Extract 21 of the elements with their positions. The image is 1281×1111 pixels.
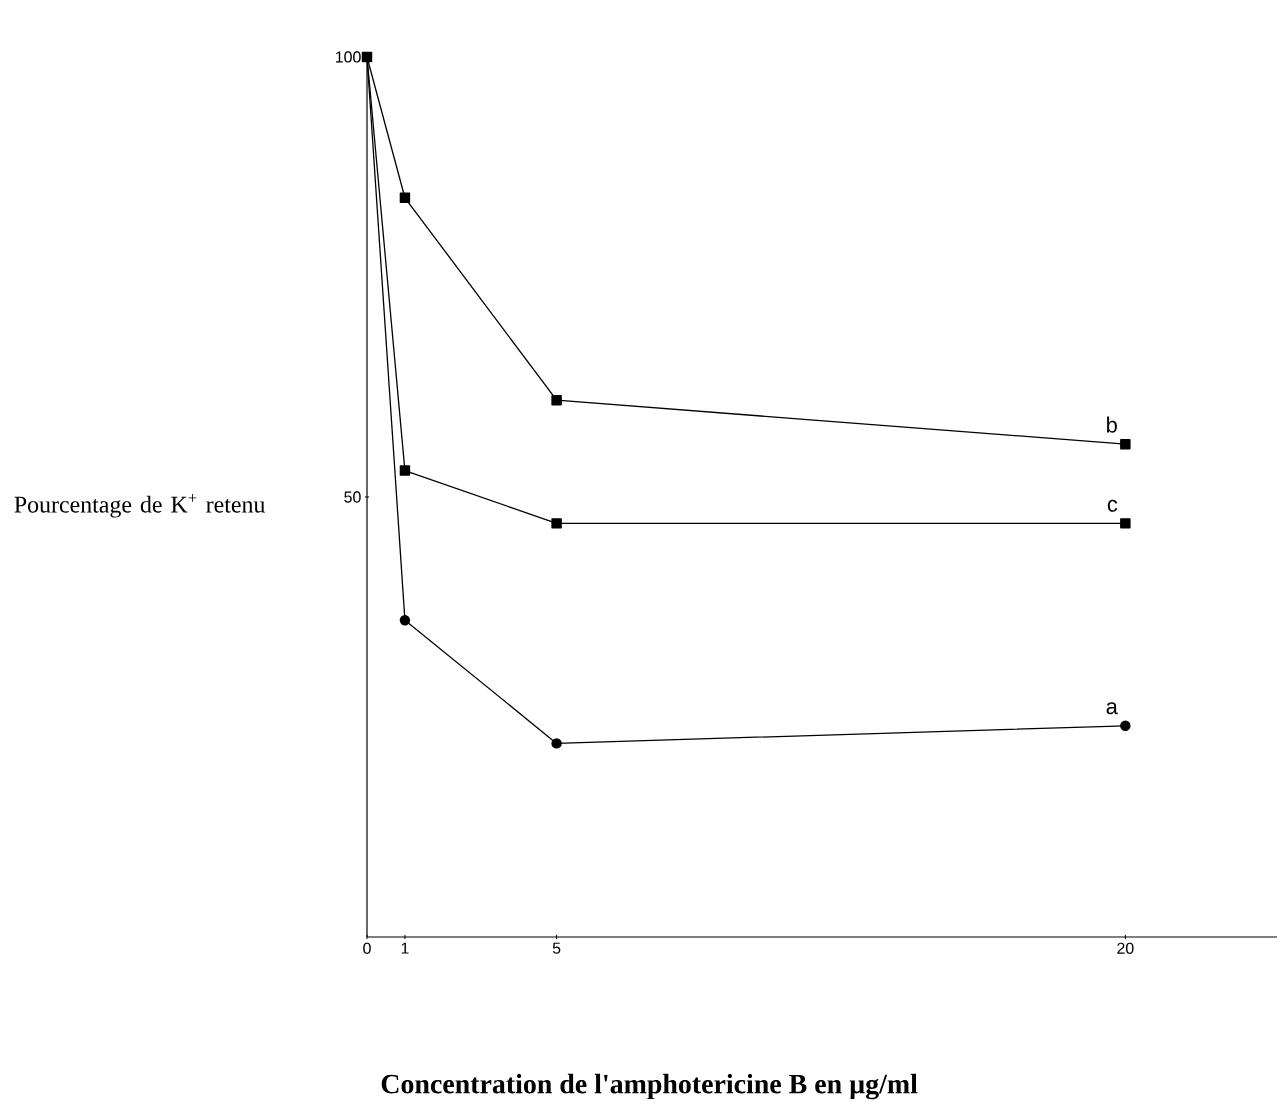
y-axis-title: Pourcentage de K$^{+}$ retenu [14, 493, 265, 518]
series-label: c [1107, 499, 1118, 512]
x-tick-label: 5 [552, 942, 561, 954]
series-label: a [1106, 702, 1118, 715]
x-axis-title: Concentration de l'amphotericine B en µg/ml [381, 1073, 918, 1100]
point [551, 518, 562, 529]
y-tick-label: 50 [344, 491, 361, 503]
point [399, 192, 411, 204]
point [1120, 518, 1131, 529]
point [361, 51, 373, 63]
series-label: b [1107, 416, 1117, 433]
point [1120, 438, 1131, 450]
point [399, 465, 411, 476]
point [399, 614, 411, 626]
point [551, 394, 562, 406]
x-tick-label: 1 [401, 942, 409, 954]
point [1120, 720, 1131, 732]
y-tick-label: 100 [335, 51, 361, 63]
point [551, 738, 562, 749]
x-tick-label: 0 [363, 942, 371, 954]
x-tick-label: 20 [1117, 942, 1134, 954]
